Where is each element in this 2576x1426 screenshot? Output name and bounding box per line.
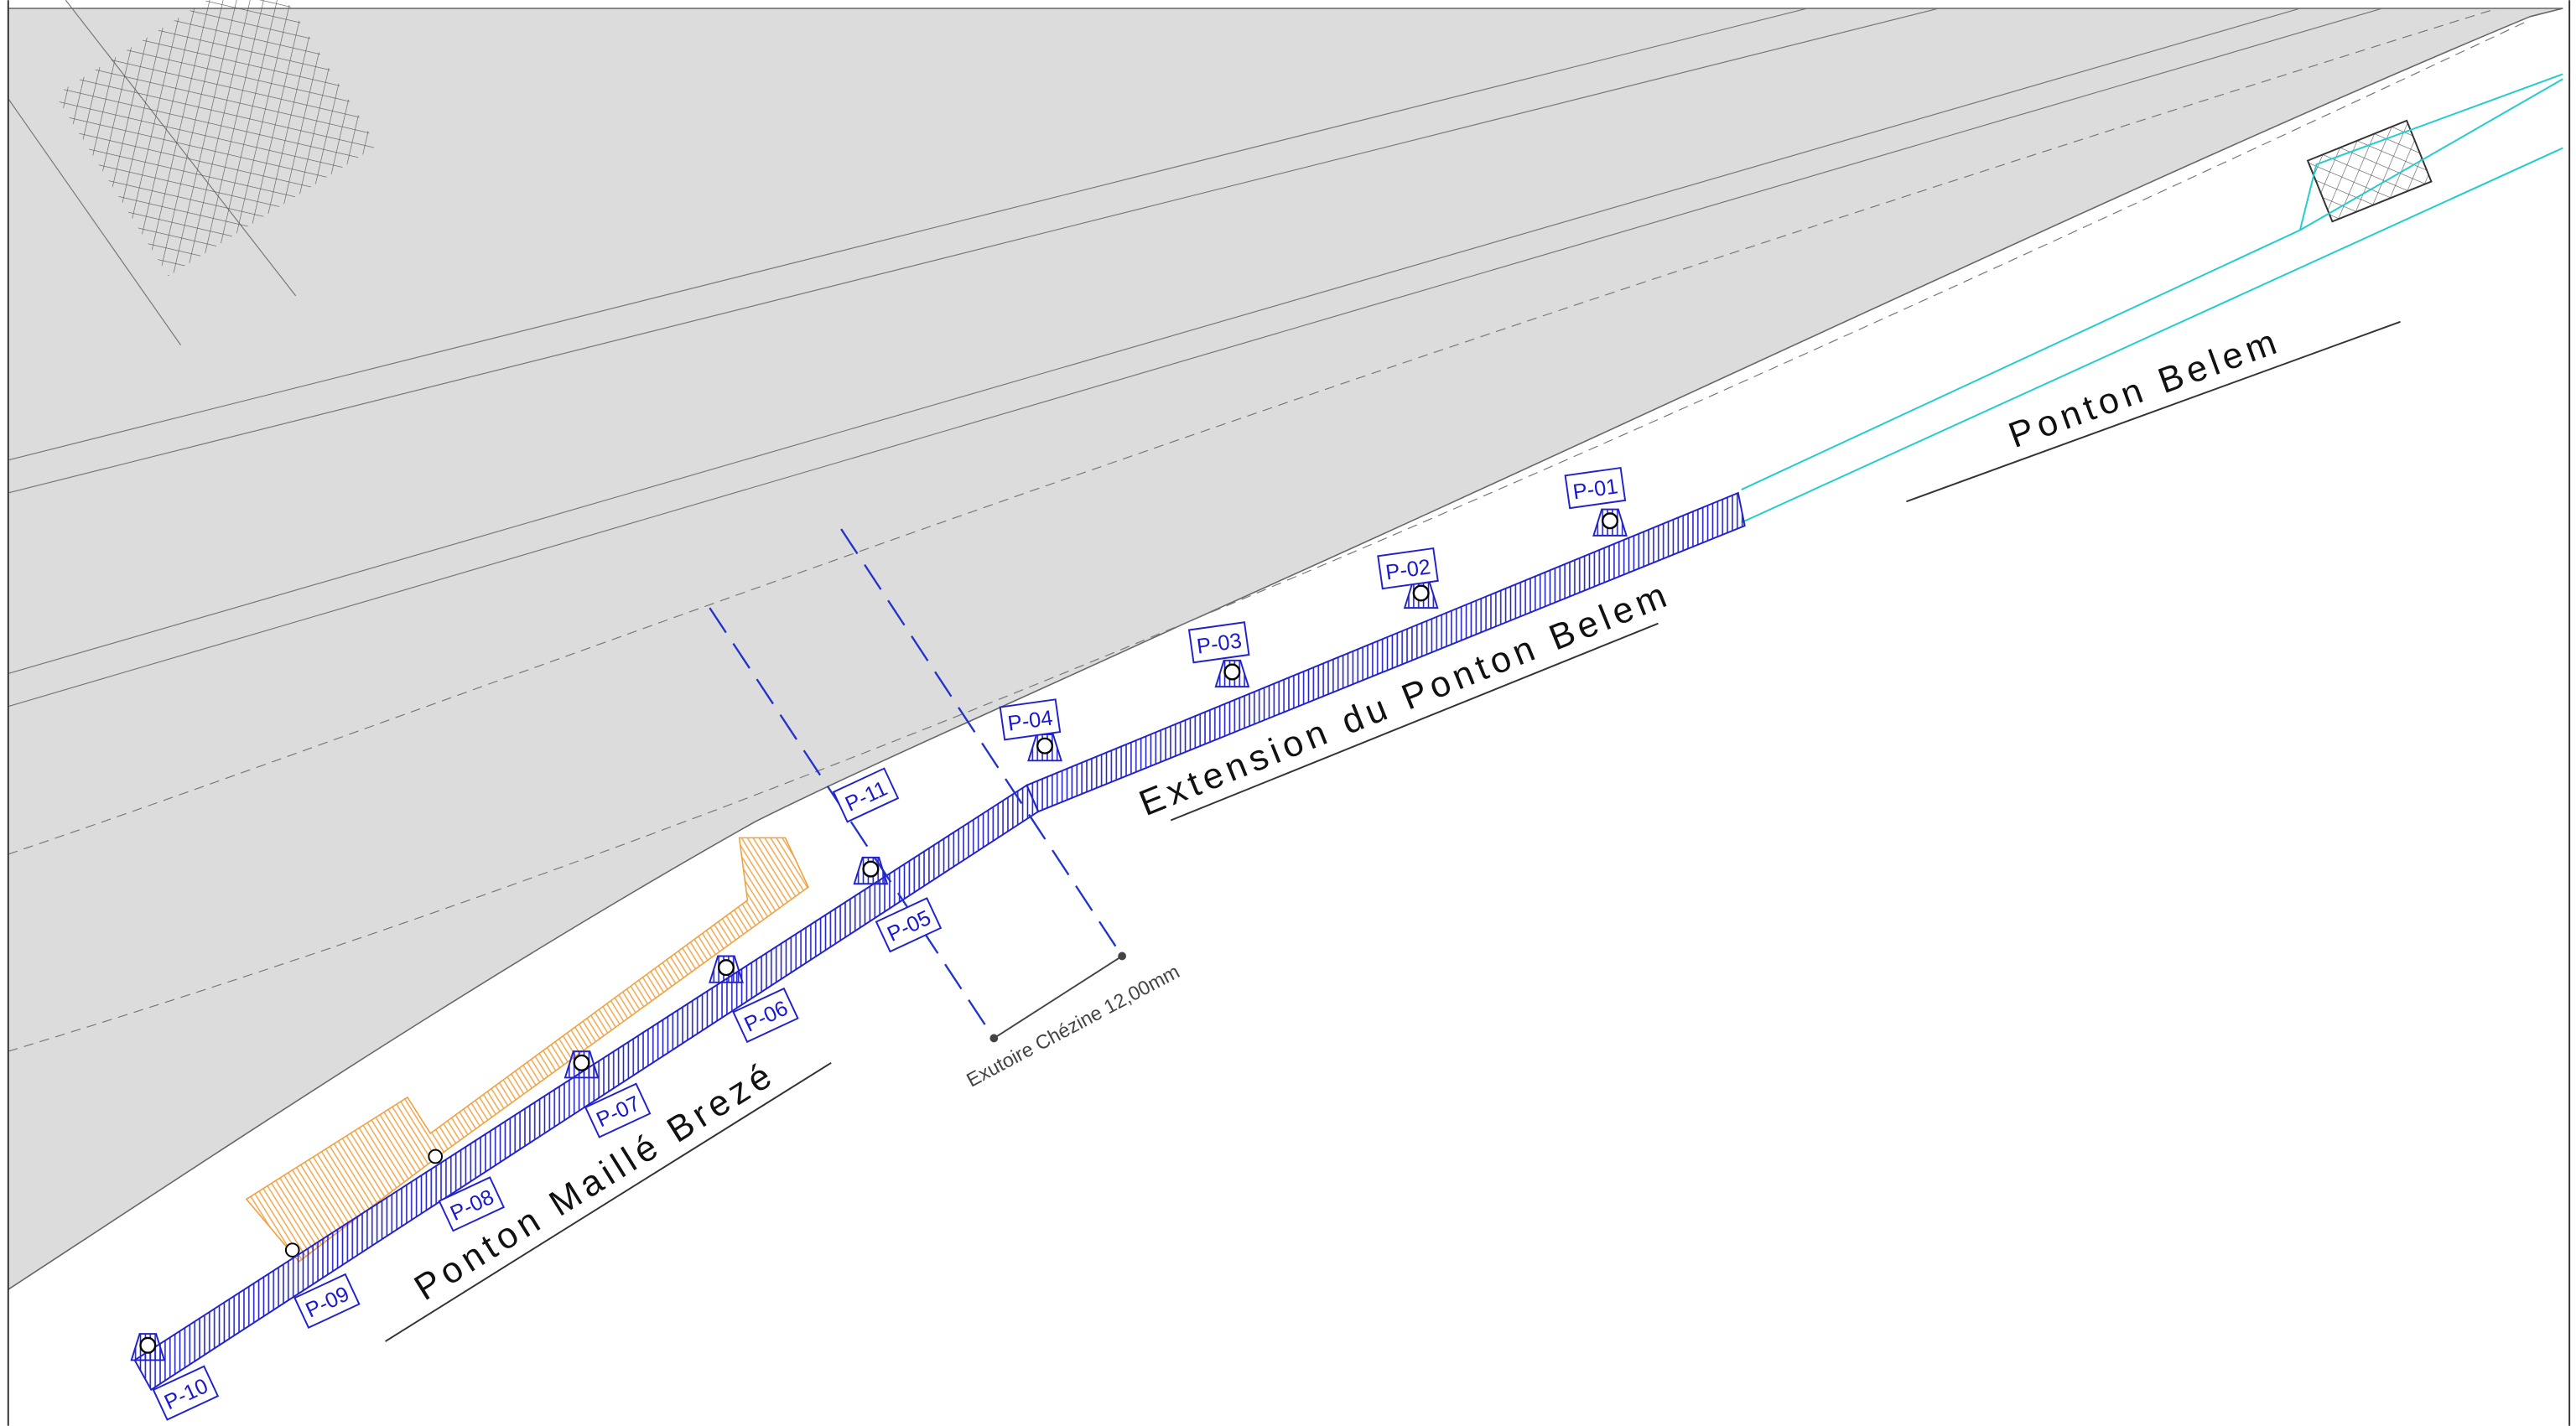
pile-tag: P-01: [1564, 466, 1627, 510]
pile-tag-box: [875, 897, 943, 953]
pile-tag-box: [832, 767, 900, 823]
pile-ring: [862, 860, 880, 878]
road-lines: [8, 0, 2531, 1052]
hatched-zone: [2306, 119, 2433, 223]
pile-tag-box: [999, 698, 1062, 741]
pile: [709, 955, 744, 983]
pile-ring: [717, 959, 735, 977]
pile: [564, 1050, 600, 1079]
ponton-belem-outline: [1741, 73, 2563, 524]
pile-tag-box: [438, 1176, 506, 1232]
pile-ring: [139, 1336, 157, 1354]
pile-tag: P-05: [875, 897, 943, 953]
ponton-upper: [1026, 491, 1746, 813]
pile-ring: [1223, 663, 1241, 681]
pile: [130, 1333, 166, 1361]
ponton-underline: [1906, 320, 2401, 503]
pile: [1027, 733, 1062, 762]
pile-ring: [1602, 512, 1618, 530]
pile-marker: [284, 1242, 300, 1257]
pile: [853, 856, 889, 885]
pile-marker: [428, 1149, 443, 1164]
pile-tag-box: [1377, 547, 1439, 590]
pile-tag-box: [732, 987, 799, 1044]
dimension-end: [989, 1034, 999, 1043]
pile-tag: P-03: [1187, 621, 1250, 664]
dimension-end: [1118, 952, 1127, 961]
pile: [1403, 580, 1439, 609]
ponton-underline: [385, 1061, 832, 1342]
pile-tag: P-04: [999, 698, 1062, 741]
pile-tag-box: [1187, 621, 1250, 664]
pile-tag: P-02: [1377, 547, 1439, 590]
pile-ring: [1036, 737, 1054, 754]
ponton-underline: [1170, 622, 1659, 822]
pile-tag: P-06: [732, 987, 799, 1044]
pile-ring: [1412, 584, 1430, 602]
pile-tag-box: [293, 1273, 361, 1330]
quay-area: [8, 8, 2563, 1291]
pile-ring: [573, 1054, 590, 1071]
pile: [1592, 508, 1628, 537]
pile-tag-box: [584, 1082, 652, 1138]
pile: [1214, 659, 1250, 688]
dimension-line: [993, 955, 1123, 1040]
pile-tag-box: [152, 1365, 220, 1421]
axis-lines: [709, 528, 1124, 1040]
hatched-zone: [55, 0, 377, 277]
pile-tag-box: [1564, 466, 1627, 510]
